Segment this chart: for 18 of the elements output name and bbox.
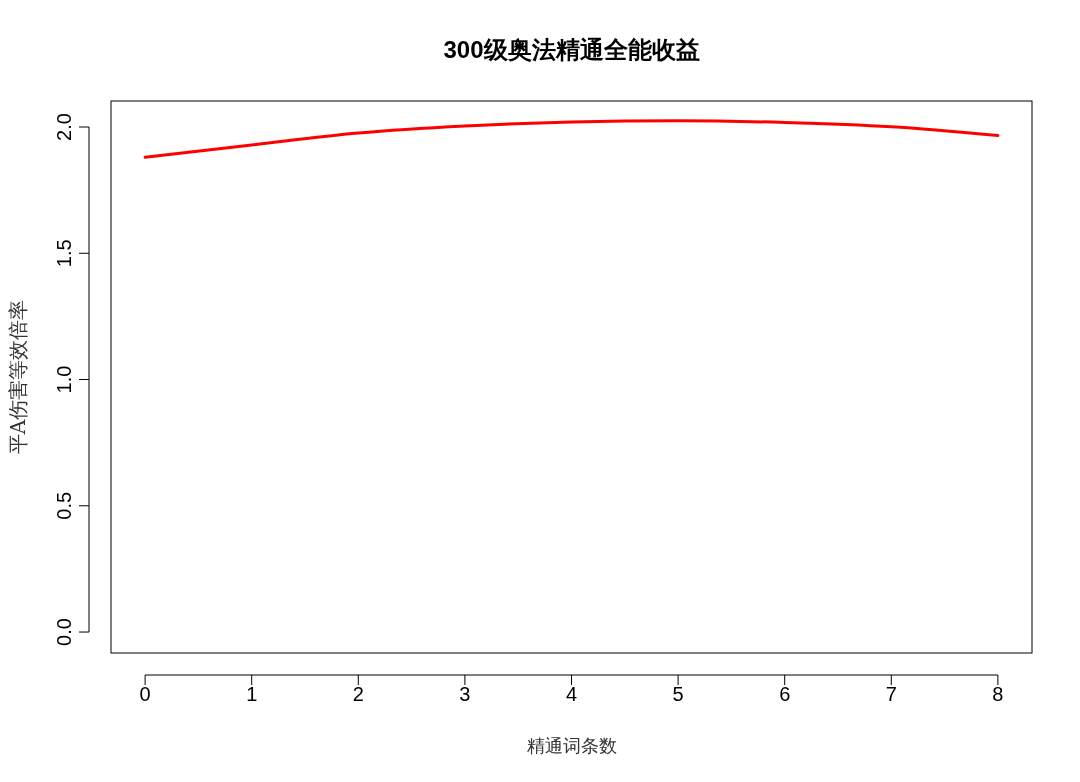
y-tick-label: 2.0: [53, 113, 75, 141]
x-tick-label: 1: [246, 683, 258, 705]
y-tick-label: 0.0: [53, 618, 75, 646]
x-tick-label: 5: [672, 683, 684, 705]
y-tick-label: 1.0: [53, 365, 75, 394]
x-tick-label: 8: [992, 683, 1004, 705]
y-axis-title: 平A伤害等效倍率: [6, 299, 30, 455]
x-tick-label: 7: [885, 683, 897, 705]
x-tick-label: 2: [352, 683, 364, 705]
x-tick-label: 4: [565, 683, 578, 705]
x-axis-title: 精通词条数: [526, 735, 617, 756]
line-series: [143, 119, 1000, 159]
x-tick-label: 6: [779, 683, 791, 705]
chart-title: 300级奥法精通全能收益: [443, 36, 700, 63]
x-tick-label: 0: [139, 683, 151, 705]
x-tick-label: 3: [459, 683, 471, 705]
y-tick-label: 1.5: [53, 239, 75, 268]
y-tick-label: 0.5: [53, 491, 75, 520]
